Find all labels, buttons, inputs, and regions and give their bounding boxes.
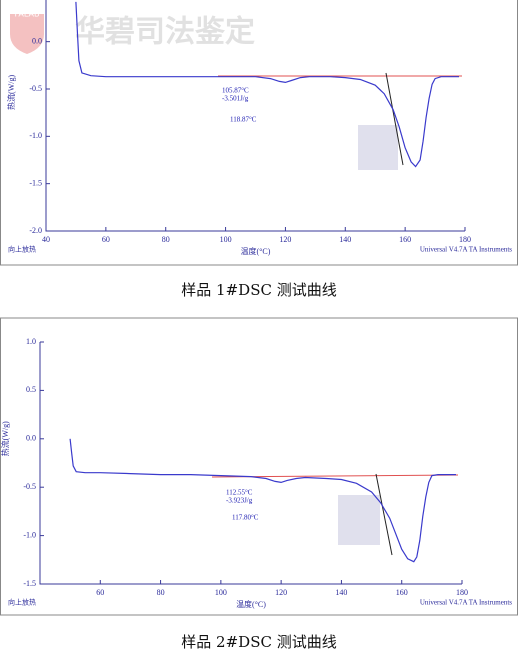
x-tick-label: 140 [339,235,351,244]
annotation: -3.501J/g [222,95,249,103]
x-tick-label: 120 [275,588,287,597]
annotation: 118.87°C [230,116,257,124]
x-tick-label: 160 [399,235,411,244]
y-tick-label: 0.0 [32,36,42,45]
blur-box [338,495,380,545]
watermark: FALAB 华碧司法鉴定 [10,10,255,54]
blur-box [358,125,398,170]
corner-note: 向上放热 [8,245,36,254]
frame [0,317,518,616]
instrument: Universal V4.7A TA Instruments [420,599,512,607]
y-tick-label: -2.0 [29,226,42,235]
y-axis-label: 热流(W/g) [6,75,16,110]
y-tick-label: -0.5 [29,84,42,93]
y-tick-label: 0.5 [26,385,36,394]
axes [39,342,462,585]
watermark-text: 华碧司法鉴定 [75,15,255,50]
logo-shield [10,14,44,54]
annotation: -3.923J/g [226,497,253,505]
x-tick-label: 180 [456,588,468,597]
x-tick-label: 80 [162,235,170,244]
x-tick-label: 100 [220,235,232,244]
logo-text: FALAB [15,10,40,19]
y-tick-label: -1.5 [29,178,42,187]
corner-note: 向上放热 [8,598,36,607]
caption: 样品 1#DSC 测试曲线 [181,281,336,299]
tangent [375,473,393,556]
y-tick-label: -1.5 [23,579,36,588]
y-tick-label: -1.0 [29,131,42,140]
x-tick-label: 120 [279,235,291,244]
y-tick-label: -1.0 [23,530,36,539]
x-axis-label: 温度(°C) [241,246,271,256]
annotation: 105.87°C [222,87,249,95]
x-tick-label: 80 [157,588,165,597]
x-tick-label: 180 [459,235,471,244]
x-tick-label: 60 [102,235,110,244]
annotation: 112.55°C [226,489,253,497]
x-tick-label: 140 [335,588,347,597]
x-tick-label: 160 [396,588,408,597]
curve [69,438,456,563]
x-tick-label: 60 [96,588,104,597]
x-tick-label: 40 [42,235,50,244]
y-axis-label: 热流(W/g) [0,421,10,456]
caption: 样品 2#DSC 测试曲线 [181,633,336,651]
x-axis-label: 温度(°C) [236,599,266,609]
instrument: Universal V4.7A TA Instruments [420,246,512,254]
y-tick-label: 1.0 [26,337,36,346]
tangent [385,72,404,166]
y-tick-label: -0.5 [23,482,36,491]
y-tick-label: 0.0 [26,434,36,443]
x-tick-label: 100 [215,588,227,597]
curve [75,1,459,168]
annotation: 117.80°C [232,514,259,522]
